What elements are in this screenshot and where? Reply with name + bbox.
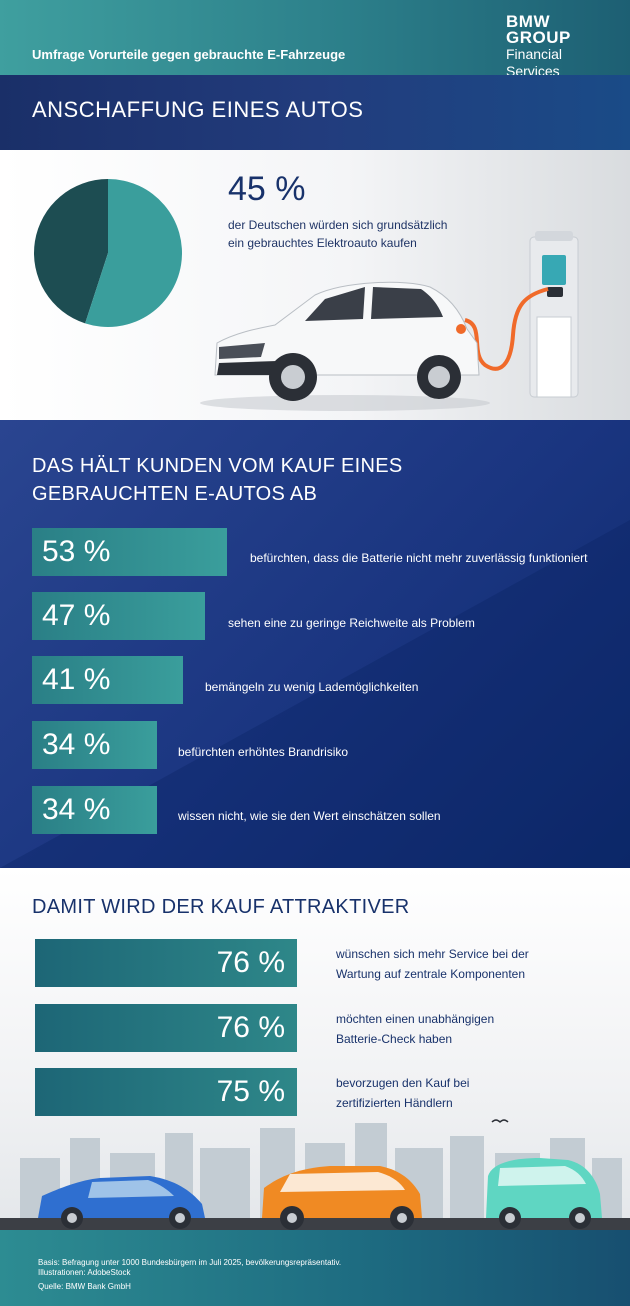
attractor-desc-line-2: Wartung auf zentrale Komponenten [336, 967, 526, 981]
barrier-bar-valuation: 34 % [32, 786, 157, 834]
attractor-bar-value: 76 % [216, 946, 285, 979]
pie-description: der Deutschen würden sich grundsätzlich … [228, 216, 488, 252]
attractor-bar-battery-check: 76 % [35, 1004, 297, 1052]
attractor-desc-line-1: wünschen sich mehr Service bei der [336, 947, 529, 961]
footer-band [0, 1230, 630, 1306]
brand-line-1: BMW [506, 12, 550, 31]
barrier-bar-description: befürchten, dass die Batterie nicht mehr… [250, 551, 588, 565]
bmw-group-logo: BMW GROUP Financial Services [506, 12, 614, 80]
footer-source: Quelle: BMW Bank GmbH [38, 1282, 131, 1291]
section1-title-band [0, 75, 630, 150]
barrier-bar-description: wissen nicht, wie sie den Wert einschätz… [178, 809, 441, 823]
section2-title: DAS HÄLT KUNDEN VOM KAUF EINES GEBRAUCHT… [32, 452, 452, 508]
section2-diagonal-shade [0, 520, 630, 868]
section1-title: ANSCHAFFUNG EINES AUTOS [32, 97, 364, 122]
barrier-bar-value: 41 % [42, 663, 111, 696]
attractor-desc-line-2: Batterie-Check haben [336, 1032, 453, 1046]
barrier-bar-description: befürchten erhöhtes Brandrisiko [178, 745, 349, 759]
barrier-bar-description: bemängeln zu wenig Lademöglichkeiten [205, 680, 419, 694]
attractor-bar-service: 76 % [35, 939, 297, 987]
attractor-desc-line-1: möchten einen unabhängigen [336, 1012, 495, 1026]
barrier-bar-fire-risk: 34 % [32, 721, 157, 769]
header-band [0, 0, 630, 75]
pie-description-line-1: der Deutschen würden sich grundsätzlich [228, 218, 448, 232]
brand-line-2: GROUP [506, 28, 571, 47]
attractor-desc-line-1: bevorzugen den Kauf bei [336, 1076, 470, 1090]
attractor-bar-description: möchten einen unabhängigen Batterie-Chec… [336, 1009, 596, 1049]
charging-car-illustration [200, 231, 579, 411]
attractor-bar-description: bevorzugen den Kauf bei zertifizierten H… [336, 1073, 596, 1113]
barrier-bar-value: 47 % [42, 599, 111, 632]
attractor-bar-value: 76 % [216, 1011, 285, 1044]
barrier-bar-description: sehen eine zu geringe Reichweite als Pro… [228, 616, 475, 630]
barrier-bar-value: 53 % [42, 535, 111, 568]
footer-illustrations: Illustrationen: AdobeStock [38, 1268, 131, 1277]
pie-slice-rest [85, 179, 182, 327]
footer-basis: Basis: Befragung unter 1000 Bundesbürger… [38, 1258, 342, 1267]
city-cars-illustration [0, 1119, 630, 1230]
section3-title: DAMIT WIRD DER KAUF ATTRAKTIVER [32, 896, 410, 918]
survey-title: Umfrage Vorurteile gegen gebrauchte E-Fa… [32, 47, 346, 62]
attractor-bar-certified-dealers: 75 % [35, 1068, 297, 1116]
pie-slice-45 [33, 179, 108, 324]
pie-chart [33, 179, 182, 327]
section2-title-line-2: GEBRAUCHTEN E-AUTOS AB [32, 483, 318, 505]
barrier-bar-battery: 53 % [32, 528, 227, 576]
barrier-bar-charging: 41 % [32, 656, 183, 704]
barrier-bar-range: 47 % [32, 592, 205, 640]
barrier-bar-value: 34 % [42, 793, 111, 826]
attractor-bar-description: wünschen sich mehr Service bei der Wartu… [336, 944, 596, 984]
barrier-bar-value: 34 % [42, 728, 111, 761]
pie-percent-label: 45 % [228, 170, 306, 208]
pie-description-line-2: ein gebrauchtes Elektroauto kaufen [228, 236, 417, 250]
section2-title-line-1: DAS HÄLT KUNDEN VOM KAUF EINES [32, 455, 403, 477]
attractor-bar-value: 75 % [216, 1075, 285, 1108]
attractor-desc-line-2: zertifizierten Händlern [336, 1096, 453, 1110]
